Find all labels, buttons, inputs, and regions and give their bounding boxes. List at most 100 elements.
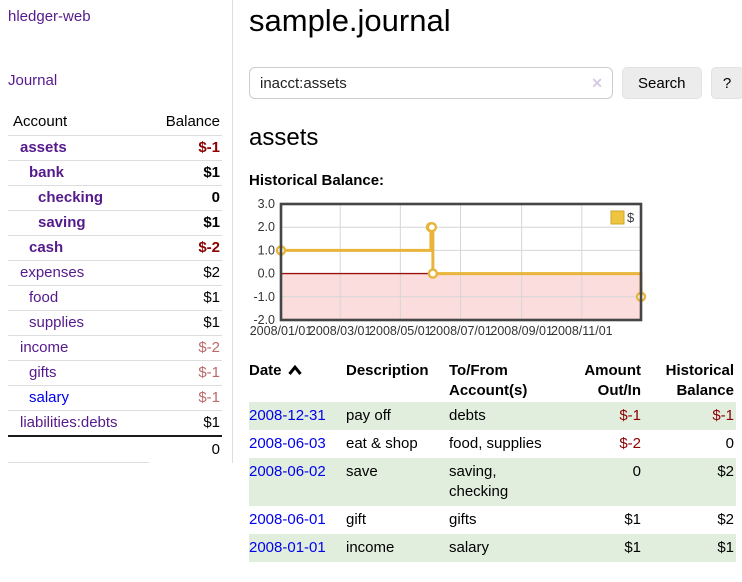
transaction-balance: $2 [717,463,734,480]
svg-text:-2.0: -2.0 [253,313,275,327]
account-link[interactable]: bank [29,164,65,181]
sort-asc-icon [287,365,302,375]
account-link[interactable]: gifts [29,364,57,381]
transaction-description: gift [346,511,367,528]
transaction-amount: 0 [632,463,641,480]
search-box: ✕ [249,67,613,99]
chart-title: Historical Balance: [249,172,385,189]
account-row: cash $-2 [8,235,222,261]
sidebar: hledger-web Journal Account Balance asse… [0,0,233,463]
transaction-balance: 0 [725,435,734,452]
transaction-row: 2008-01-01 income salary $1 $1 [249,534,736,562]
search-button[interactable]: Search [622,67,702,99]
transaction-accounts: saving, checking [449,463,509,500]
svg-text:2008/01/01: 2008/01/01 [250,324,313,338]
account-link[interactable]: supplies [29,314,85,331]
account-balance: $1 [149,160,222,186]
svg-text:2008/07/01: 2008/07/01 [429,324,492,338]
transaction-date-link[interactable]: 2008-06-01 [249,511,326,528]
account-balance: $-1 [149,360,222,386]
account-row: food $1 [8,285,222,311]
transaction-date-link[interactable]: 2008-06-02 [249,463,326,480]
transaction-balance: $2 [717,511,734,528]
account-link[interactable]: liabilities:debts [20,414,118,431]
account-row: gifts $-1 [8,360,222,386]
account-balance: $1 [149,285,222,311]
account-row: assets $-1 [8,135,222,161]
page-title: sample.journal [249,3,451,38]
transaction-accounts: salary [449,539,490,556]
clear-search-icon[interactable]: ✕ [591,75,603,91]
svg-text:2008/11/01: 2008/11/01 [551,324,613,338]
transaction-accounts: food, supplies [449,435,542,452]
svg-text:2008/05/01: 2008/05/01 [369,324,432,338]
svg-text:$: $ [627,210,635,225]
register-column-header: Historical Balance [665,362,734,399]
accounts-table: Account Balance assets $-1 bank $1 checking 0… [8,110,222,463]
main-content: sample.journal ✕ Search ? assets Histori… [233,0,742,562]
sidebar-item-journal[interactable]: Journal [8,72,58,89]
svg-text:2008/09/01: 2008/09/01 [490,324,553,338]
svg-text:2.0: 2.0 [258,220,275,234]
account-row: salary $-1 [8,385,222,411]
app-home-link[interactable]: hledger-web [8,8,91,25]
account-row: liabilities:debts $1 [8,410,222,437]
register-column-header: Amount Out/In [584,362,641,399]
account-balance: $1 [149,410,222,437]
svg-text:0.0: 0.0 [258,267,275,281]
svg-text:2008/03/01: 2008/03/01 [309,324,372,338]
account-balance: $-2 [149,235,222,261]
transaction-date-link[interactable]: 2008-01-01 [249,539,326,556]
historical-balance-chart[interactable]: $3.0 2.0 1.0 0.0 -1.0 -2.0 2008/01/01 2008/03/0… [249,197,649,339]
account-balance: $1 [149,310,222,336]
transaction-description: income [346,539,395,556]
account-balance: $1 [149,210,222,236]
transaction-balance: $-1 [712,407,734,424]
accounts-header-account: Account [8,110,150,136]
accounts-table-body: assets $-1 bank $1 checking 0 saving $1 cash $-2 e… [8,135,222,437]
account-balance: 0 [149,185,222,211]
account-link[interactable]: checking [38,189,104,206]
register-column-header: Date [249,360,346,402]
account-link[interactable]: salary [29,389,70,406]
transaction-date-link[interactable]: 2008-12-31 [249,407,326,424]
transaction-description: save [346,463,378,480]
register-table: Date Description To/From Account(s) Amount Ou… [249,360,736,562]
account-link[interactable]: saving [38,214,86,231]
accounts-header-balance: Balance [149,110,222,136]
search-input[interactable] [249,67,613,99]
account-row: income $-2 [8,335,222,361]
svg-text:-1.0: -1.0 [253,290,275,304]
account-link[interactable]: cash [29,239,64,256]
app-layout: hledger-web Journal Account Balance asse… [0,0,742,562]
svg-text:1.0: 1.0 [258,243,275,257]
accounts-header-row: Account Balance [8,110,222,136]
transaction-date-link[interactable]: 2008-06-03 [249,435,326,452]
help-button[interactable]: ? [710,67,742,99]
transaction-amount: $-1 [619,407,641,424]
accounts-total-value: 0 [211,441,220,458]
transaction-accounts: debts [449,407,486,424]
transaction-row: 2008-06-01 gift gifts $1 $2 [249,506,736,534]
account-link[interactable]: income [20,339,69,356]
transaction-amount: $1 [624,511,641,528]
transaction-description: eat & shop [346,435,418,452]
account-balance: $-1 [149,385,222,411]
account-link[interactable]: assets [20,139,67,156]
transaction-row: 2008-06-02 save saving, checking 0 $2 [249,458,736,506]
register-table-body: 2008-12-31 pay off debts $-1 $-1 2008-06-03 ea… [249,402,736,562]
svg-text:3.0: 3.0 [258,199,275,211]
account-balance: $-2 [149,335,222,361]
account-balance: $2 [149,260,222,286]
account-balance: $-1 [149,135,222,161]
accounts-total-row: 0 [8,436,222,463]
transaction-accounts: gifts [449,511,477,528]
transaction-balance: $1 [717,539,734,556]
search-bar: ✕ Search ? [249,67,742,99]
account-row: bank $1 [8,160,222,186]
account-link[interactable]: food [29,289,59,306]
register-column-header: To/From Account(s) [449,362,528,399]
account-link[interactable]: expenses [20,264,85,281]
transaction-amount: $1 [624,539,641,556]
account-row: supplies $1 [8,310,222,336]
